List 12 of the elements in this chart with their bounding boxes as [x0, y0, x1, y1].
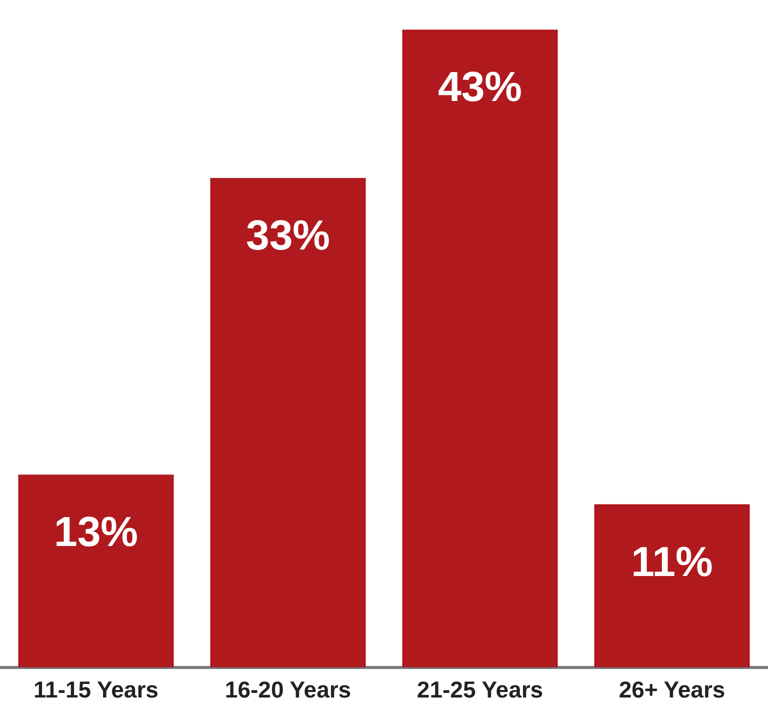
bar: [402, 30, 558, 668]
data-label: 33%: [246, 212, 330, 259]
data-label: 43%: [438, 63, 522, 110]
x-tick-label: 16-20 Years: [224, 676, 352, 703]
x-tick-label: 21-25 Years: [416, 676, 544, 703]
bar: [594, 504, 750, 668]
x-tick-label: 26+ Years: [618, 676, 726, 703]
data-label: 11%: [631, 538, 713, 585]
bar: [210, 178, 366, 668]
bar: [18, 474, 174, 668]
x-tick-label: 11-15 Years: [34, 676, 158, 703]
data-label: 13%: [54, 508, 138, 556]
